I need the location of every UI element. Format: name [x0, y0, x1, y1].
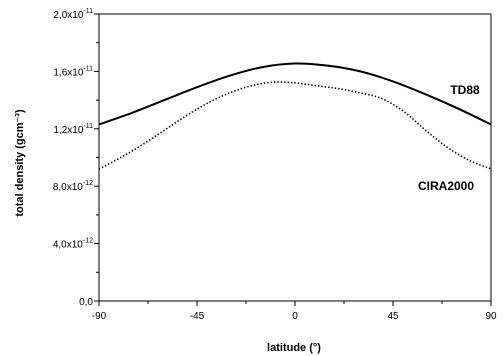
y-tick-label: 4,0x10-12: [53, 238, 93, 251]
x-tick-label: 0: [292, 311, 298, 322]
series-labels: TD88 CIRA2000: [418, 83, 480, 193]
plot-frame: [98, 13, 492, 302]
x-tick-label: -90: [92, 311, 107, 322]
x-tick-label: -45: [190, 311, 205, 322]
y-tick-mantissa: 1,6x10: [53, 67, 83, 78]
x-axis: -90 -45 0 45 90: [92, 301, 497, 322]
y-axis: 0,04,0x10-128,0x10-121,2x10-111,6x10-112…: [53, 8, 99, 308]
y-tick-exponent: -12: [83, 180, 93, 187]
y-tick-label: 0,0: [79, 297, 93, 308]
y-tick-mantissa: 4,0x10: [53, 240, 83, 251]
series-label-cira2000: CIRA2000: [418, 179, 474, 193]
series-line-cira2000: [98, 81, 492, 170]
x-tick-label: 45: [387, 311, 399, 322]
x-tick-label: 90: [485, 311, 497, 322]
y-tick-label: 1,6x10-11: [53, 65, 93, 78]
y-tick-label: 8,0x10-12: [53, 180, 93, 193]
y-tick-exponent: -11: [83, 65, 93, 72]
y-tick-exponent: -12: [83, 238, 93, 245]
y-tick-label: 2,0x10-11: [53, 8, 93, 21]
plot-border: [98, 13, 492, 302]
y-tick-label: 1,2x10-11: [53, 123, 93, 136]
y-axis-title: total density (gcm⁻³): [14, 109, 26, 217]
y-tick-mantissa: 1,2x10: [53, 125, 83, 136]
series-layer: [98, 62, 492, 170]
y-tick-mantissa: 0,0: [79, 297, 93, 308]
series-line-td88: [98, 62, 492, 126]
y-tick-exponent: -11: [83, 123, 93, 130]
y-tick-mantissa: 8,0x10: [53, 182, 83, 193]
series-label-td88: TD88: [450, 83, 480, 97]
y-tick-exponent: -11: [83, 8, 93, 15]
x-axis-title: latitude (°): [267, 342, 321, 354]
y-tick-mantissa: 2,0x10: [53, 10, 83, 21]
